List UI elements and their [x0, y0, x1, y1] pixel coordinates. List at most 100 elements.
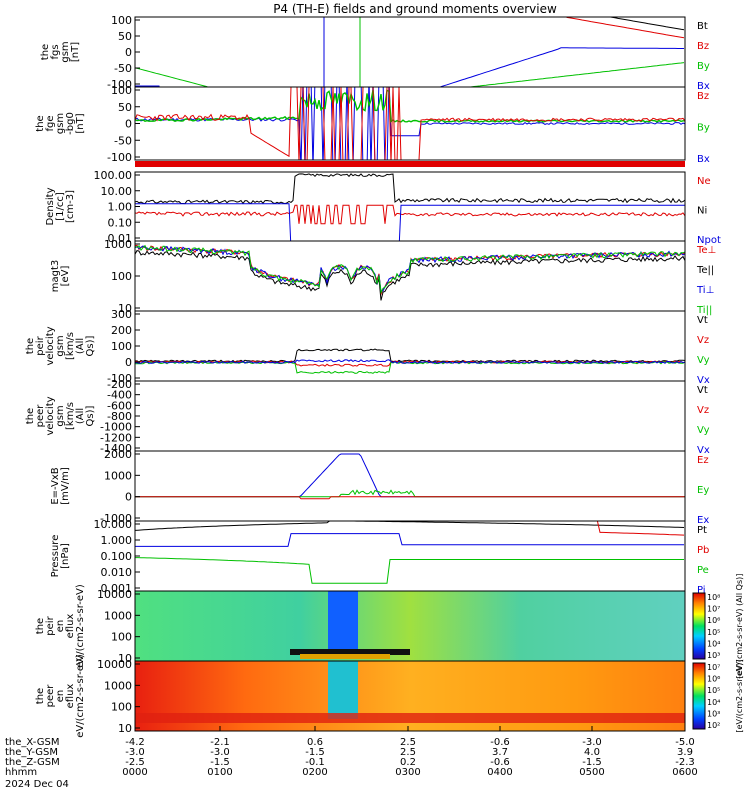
x-axis-group: the_X-GSM -4.2 -2.1 0.6 2.5 -0.6 -3.0 -5.0 the_Y… — [5, 726, 698, 790]
peir_velocity-ytick-label: 0 — [125, 356, 132, 369]
x-row-value: 2.5 — [400, 747, 416, 758]
efield-ytick-label: 0 — [125, 491, 132, 504]
fgs-ytick-label: 100 — [111, 14, 132, 27]
peer_eflux-ytick-label: 10000 — [97, 658, 132, 671]
x-row-value: -1.5 — [305, 747, 325, 758]
peer_velocity-ytick-label: -800 — [107, 410, 132, 423]
fgs-legend-0: Bt — [697, 21, 708, 32]
fge-legend-1: By — [697, 123, 710, 134]
peir_velocity-legend-2: Vy — [697, 355, 710, 366]
x-row-value: -2.3 — [675, 757, 695, 768]
peer_eflux-colorbar-tick: 10⁵ — [707, 686, 720, 695]
peer_eflux-core — [328, 661, 358, 719]
fge-legend-2: Bx — [697, 154, 710, 165]
density-ytick-label: 10.00 — [101, 185, 133, 198]
fge-ytick-label: 0 — [125, 118, 132, 131]
x-row-value: -2.1 — [210, 737, 230, 748]
peir_velocity-ytick-label: 200 — [111, 324, 132, 337]
density-ytick-label: 0.01 — [108, 232, 133, 245]
efield-ylabel: E=-VxB[mV/m] — [50, 467, 71, 505]
peer_velocity-legend-0: Vt — [697, 385, 708, 396]
fge-by-line — [135, 89, 685, 123]
density-ylabel: Density[1/cc][cm-3] — [45, 187, 76, 225]
fge-legend-0: Bz — [697, 91, 709, 102]
peir_velocity-ytick-label: 100 — [111, 340, 132, 353]
x-row-value: 0600 — [672, 767, 697, 778]
pressure-pi-line — [135, 533, 684, 547]
density-ytick-label: 100.00 — [94, 169, 133, 182]
peer_eflux-ytick-label: 1000 — [104, 679, 132, 692]
peer_velocity-ytick-label: -200 — [107, 378, 132, 391]
fgs-frame — [134, 16, 686, 88]
peer_eflux-colorbar-tick: 10³ — [707, 709, 720, 718]
density-ne-line — [135, 204, 685, 225]
pressure-ytick-label: 0.100 — [101, 550, 133, 563]
panels-group: 100500-50-100thefgsgsm[nT]BtBzByBx100500… — [25, 14, 744, 738]
x-row-value: 0000 — [122, 767, 147, 778]
peir_velocity-legend-0: Vt — [697, 315, 708, 326]
panel-fgs: 100 50 0 -50 -100 thefgsgsm[nT] Bt Bz By Bx — [40, 14, 710, 92]
temperature-ytick-label: 1000 — [104, 238, 132, 251]
peir_eflux-colorbar-tick: 10⁸ — [707, 593, 720, 602]
panel-peer_eflux: 10000 1000 100 10 thepeerenefluxeV/(cm2-s-sr… — [35, 654, 744, 738]
efield-legend-0: Ez — [697, 455, 709, 466]
peir_eflux-colorbar-label: [eV/(cm2-s-sr-eV) (All Qs)] — [735, 574, 744, 679]
fge-plot-area — [135, 87, 685, 160]
peir_velocity-frame — [134, 310, 686, 382]
x-row-value: -3.0 — [210, 747, 230, 758]
x-row-value: 0500 — [579, 767, 604, 778]
peir_velocity-ylabel: thepeirvelocitygsm[km/s(AllQs)] — [25, 326, 96, 365]
peir_eflux-ylabel: thepeirenefluxeV/(cm2-s-sr-eV) — [35, 584, 86, 668]
peir-velocity-line-0 — [135, 348, 685, 363]
x-row-value: -0.1 — [305, 757, 325, 768]
fgs-by-line — [135, 62, 685, 87]
peer_eflux-colorbar — [692, 662, 706, 730]
peer_eflux-colorbar-tick: 10⁴ — [707, 698, 720, 707]
peir_eflux-ytick-label: 10000 — [97, 588, 132, 601]
peer_velocity-legend-1: Vz — [697, 405, 709, 416]
density-plot-area — [135, 173, 685, 241]
peer_eflux-colorbar-tick: 10⁶ — [707, 675, 720, 684]
x-row-label: hhmm — [5, 767, 37, 778]
efield-ez-line — [135, 496, 685, 500]
temperature-ytick-label: 100 — [111, 270, 132, 283]
fgs-ytick-label: -100 — [107, 78, 132, 91]
panel-fge: 100 50 0 -50 -100 thefgegsm-bg0[nT] Bz By Bx — [35, 84, 710, 165]
panel-efield: 2000 1000 0 -1000 E=-VxB[mV/m] Ez Ey Ex — [50, 448, 709, 526]
peir_eflux-colorbar-tick: 10⁵ — [707, 628, 720, 637]
peir-velocity-line-3 — [135, 359, 685, 364]
peir_velocity-legend-1: Vz — [697, 335, 709, 346]
efield-legend-2: Ex — [697, 515, 709, 526]
x-row-value: 0300 — [395, 767, 420, 778]
density-npot-line — [135, 203, 685, 241]
peir-eflux-warm-band — [300, 654, 390, 659]
temperature-plot-area — [135, 244, 685, 301]
density-ytick-label: 0.10 — [108, 216, 133, 229]
density-legend-0: Ne — [697, 176, 711, 187]
peir_eflux-colorbar-tick: 10⁷ — [707, 605, 720, 614]
fge-ytick-label: -50 — [114, 134, 132, 147]
peer_velocity-ytick-label: -1200 — [100, 431, 132, 444]
fgs-ylabel: thefgsgsm[nT] — [40, 41, 81, 62]
peer_eflux-colorbar-tick: 10² — [707, 721, 720, 730]
panel-peer_velocity: -200-400-600-800-1000-1200-1400 thepeerve… — [25, 378, 710, 456]
temperature-line-3 — [135, 244, 685, 295]
x-row-value: -5.0 — [675, 737, 695, 748]
fge-ytick-label: 50 — [118, 101, 132, 114]
pressure-ytick-label: 0.001 — [101, 582, 133, 595]
fgs-legend-2: By — [697, 61, 710, 72]
pressure-ytick-label: 10.000 — [94, 518, 133, 531]
x-row-value: -1.5 — [582, 757, 602, 768]
x-row-value: 0100 — [207, 767, 232, 778]
peer_velocity-ytick-label: -1400 — [100, 442, 132, 455]
pressure-legend-0: Pt — [697, 525, 707, 536]
date-label: 2024 Dec 04 — [5, 779, 69, 790]
peir_velocity-plot-area — [135, 348, 685, 374]
x-row-value: 0.6 — [307, 737, 323, 748]
fgs-legend-3: Bx — [697, 81, 710, 92]
efield-ey-line — [135, 489, 685, 498]
density-frame — [134, 171, 686, 242]
peer_eflux-frame — [134, 660, 686, 732]
pressure-ytick-label: 0.010 — [101, 566, 133, 579]
